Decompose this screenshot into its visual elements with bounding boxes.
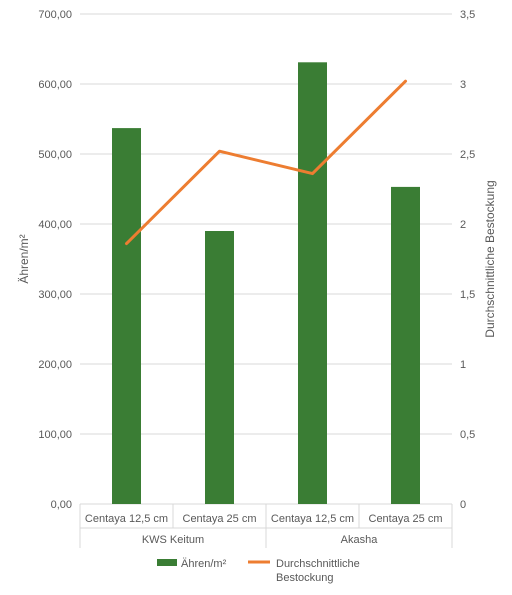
legend-label-line-1: Durchschnittliche	[276, 558, 360, 570]
y-axis-label: Ähren/m²	[17, 234, 31, 283]
legend-swatch-bars	[157, 559, 177, 566]
y-tick-label: 700,00	[38, 9, 72, 21]
bar	[298, 62, 327, 505]
x-group-label: Akasha	[341, 534, 379, 546]
gridlines	[80, 13, 452, 505]
y-tick-label: 100,00	[38, 429, 72, 441]
legend-label-line-2: Bestockung	[276, 572, 333, 584]
y2-tick-label: 2,5	[460, 149, 475, 161]
y2-tick-label: 0	[460, 499, 466, 511]
y2-tick-label: 2	[460, 219, 466, 231]
legend-label-bars: Ähren/m²	[181, 558, 227, 570]
bar	[112, 128, 141, 504]
bar	[205, 231, 234, 504]
y-tick-label: 300,00	[38, 289, 72, 301]
y2-tick-label: 3	[460, 79, 466, 91]
line-series-path	[125, 79, 407, 246]
x-group-label: KWS Keitum	[142, 534, 204, 546]
axes	[79, 504, 453, 548]
y2-tick-label: 1	[460, 359, 466, 371]
x-category-label: Centaya 12,5 cm	[271, 513, 354, 525]
y-axis-tick-labels: 0,00 100,00 200,00 300,00 400,00 500,00 600,00…	[38, 9, 72, 511]
y2-tick-label: 1,5	[460, 289, 475, 301]
y-tick-label: 500,00	[38, 149, 72, 161]
y-tick-label: 0,00	[51, 499, 72, 511]
x-category-label: Centaya 25 cm	[369, 513, 443, 525]
y-tick-label: 200,00	[38, 359, 72, 371]
secondary-y-axis-tick-labels: 0 0,5 1 1,5 2 2,5 3 3,5	[460, 9, 475, 511]
bars	[112, 62, 420, 505]
y2-tick-label: 0,5	[460, 429, 475, 441]
x-category-label: Centaya 25 cm	[183, 513, 257, 525]
y2-tick-label: 3,5	[460, 9, 475, 21]
bar	[391, 186, 420, 504]
legend: Ähren/m² Durchschnittliche Bestockung	[157, 558, 360, 584]
y-tick-label: 600,00	[38, 79, 72, 91]
secondary-y-axis-label: Durchschnittliche Bestockung	[483, 180, 497, 337]
y-tick-label: 400,00	[38, 219, 72, 231]
x-category-label: Centaya 12,5 cm	[85, 513, 168, 525]
x-axis-category-labels: Centaya 12,5 cm Centaya 25 cm Centaya 12,5…	[85, 513, 443, 546]
line-series	[125, 79, 407, 246]
